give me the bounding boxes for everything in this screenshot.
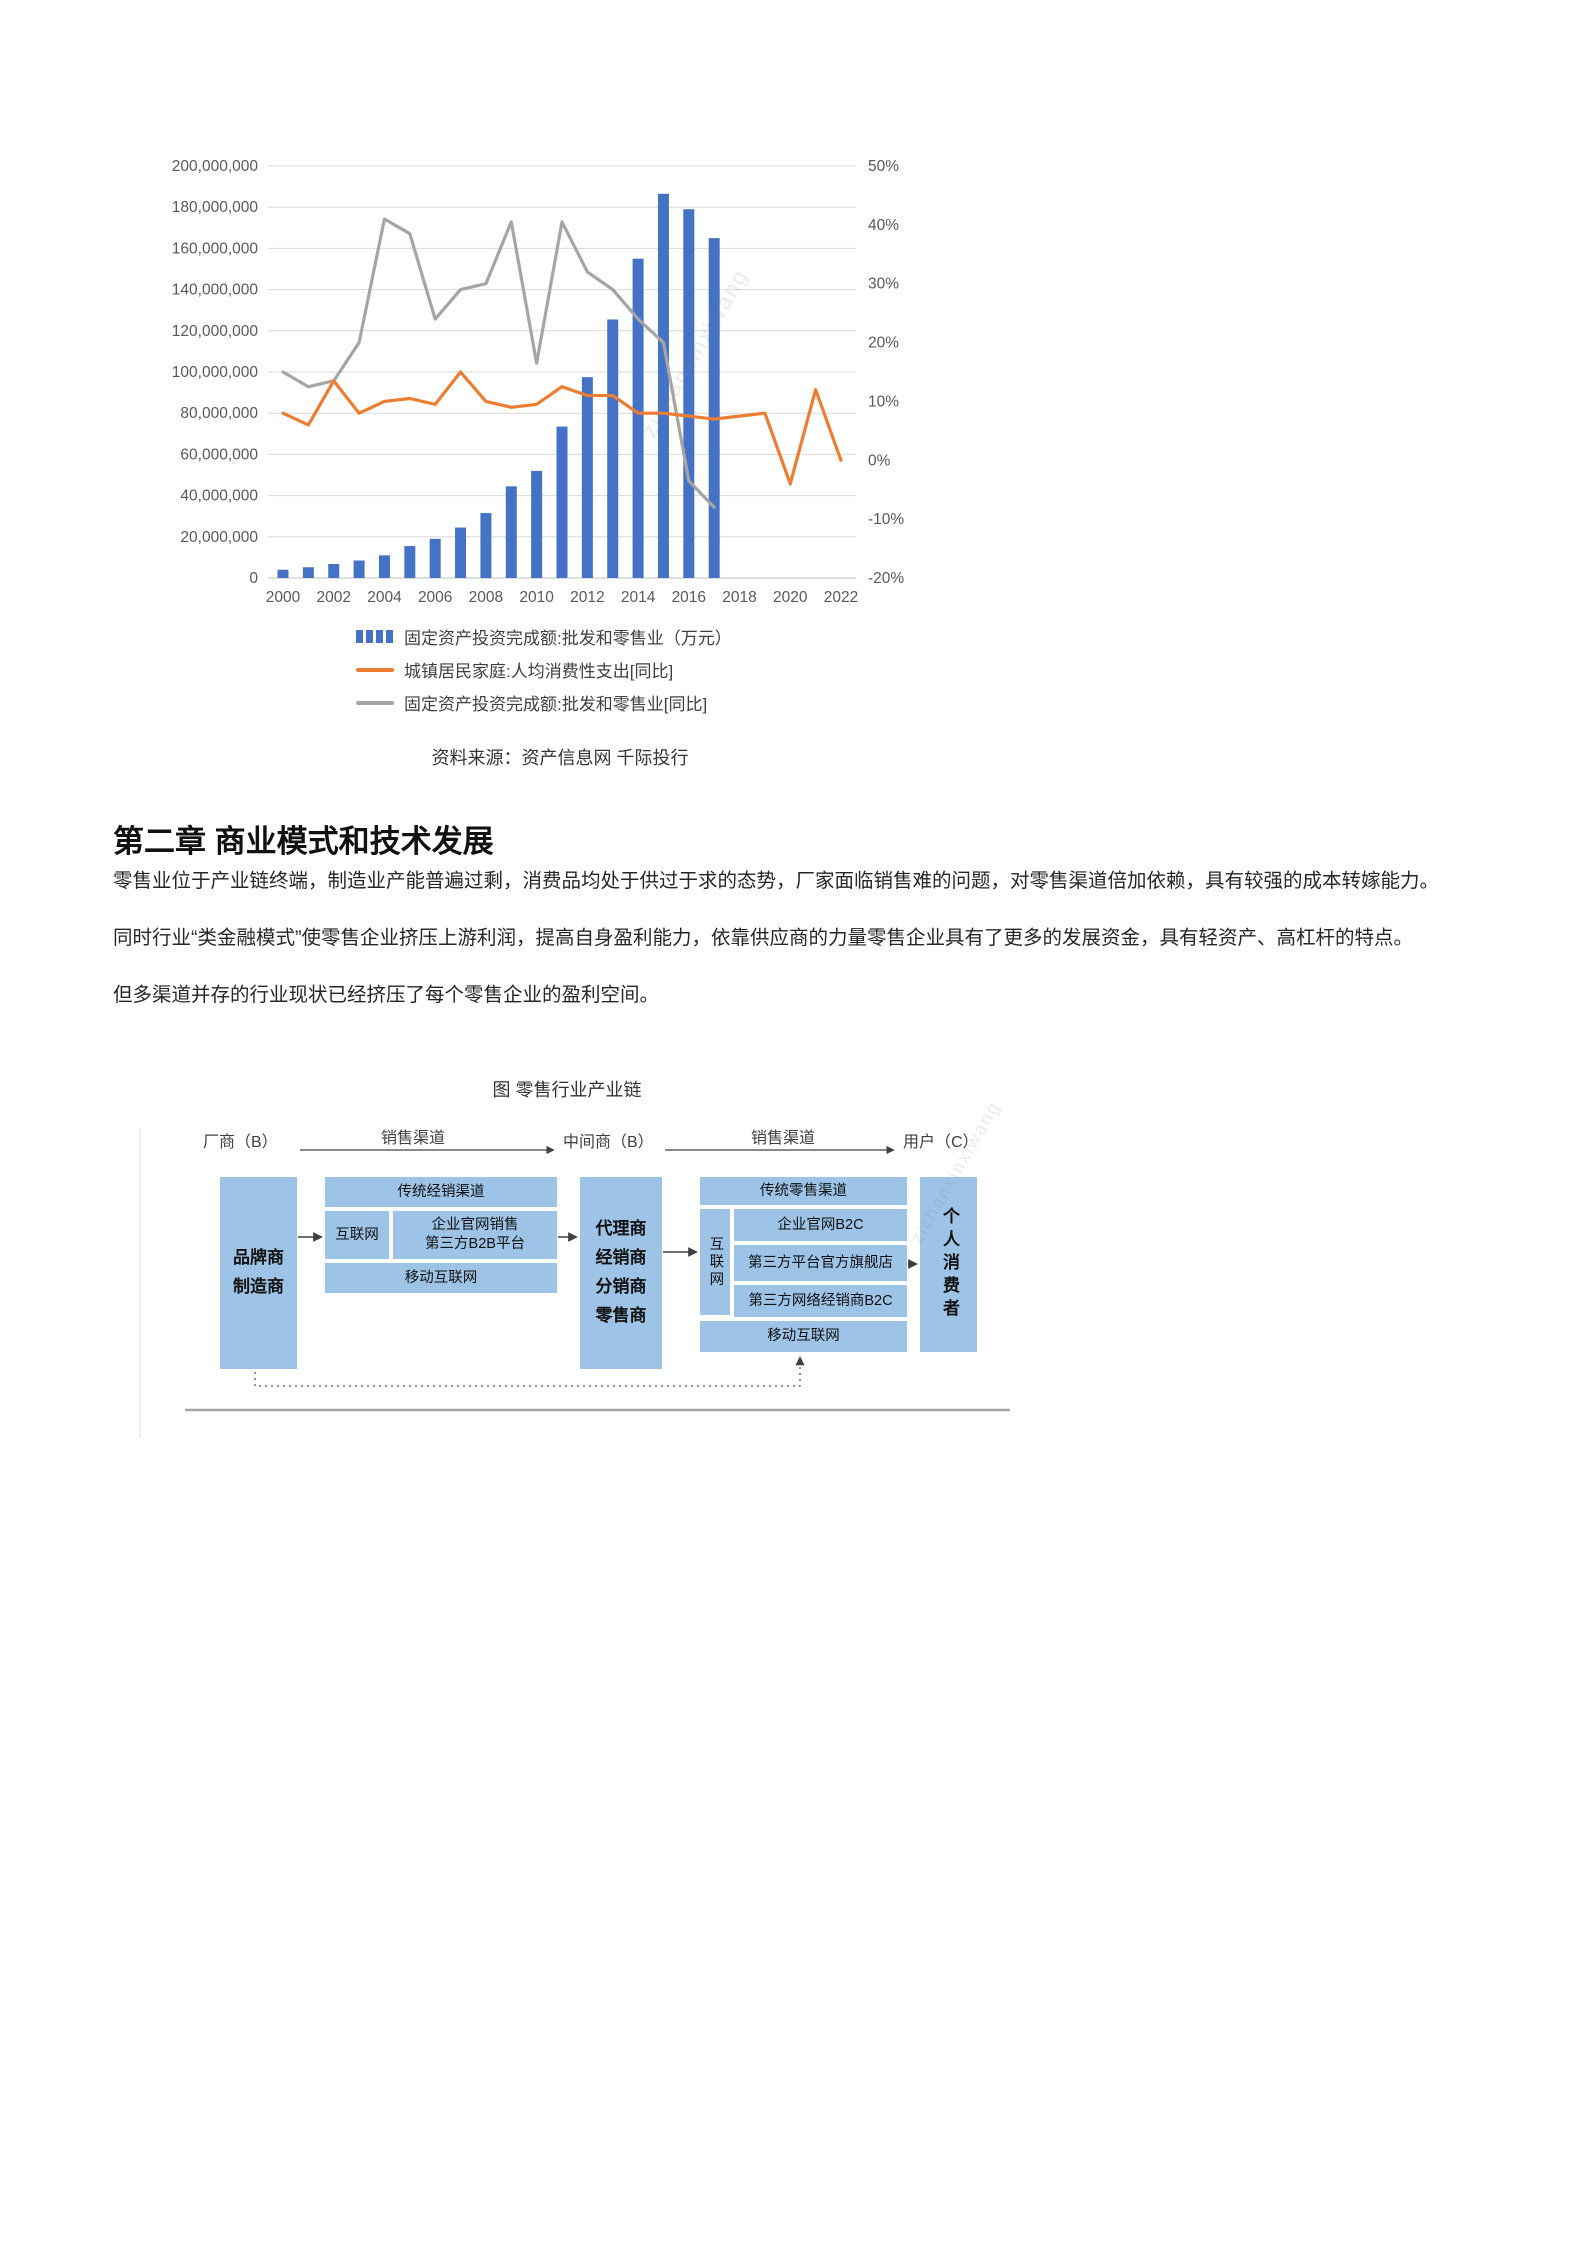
figure-caption: 图 零售行业产业链 (492, 1080, 642, 1100)
svg-text:160,000,000: 160,000,000 (172, 240, 259, 257)
legend-item-gray-line: 固定资产投资完成额:批发和零售业[同比] (356, 690, 732, 715)
chart-legend: 固定资产投资完成额:批发和零售业（万元） 城镇居民家庭:人均消费性支出[同比] … (356, 624, 732, 715)
third-party-flagship-box: 第三方平台官方旗舰店 (734, 1245, 907, 1281)
svg-text:-10%: -10% (868, 511, 904, 528)
svg-text:140,000,000: 140,000,000 (172, 282, 259, 299)
svg-text:2012: 2012 (570, 589, 604, 606)
internet-b2b-box: 互联网 (325, 1211, 389, 1259)
orange-line-marker-icon (356, 667, 394, 672)
svg-text:2004: 2004 (367, 589, 402, 606)
svg-text:40%: 40% (868, 217, 899, 234)
svg-text:2016: 2016 (672, 589, 706, 606)
mobile-internet-left-box: 移动互联网 (325, 1263, 557, 1293)
legend-item-bars: 固定资产投资完成额:批发和零售业（万元） (356, 624, 732, 649)
industry-chain-diagram: 厂商（B） 销售渠道 中间商（B） 销售渠道 用户（C） 品牌商 制造商 传统经… (135, 1098, 1025, 1442)
legend-label: 城镇居民家庭:人均消费性支出[同比] (404, 662, 674, 681)
internet-b2c-box: 互联网 (700, 1209, 730, 1315)
paragraph-3: 但多渠道并存的行业现状已经挤压了每个零售企业的盈利空间。 (113, 984, 660, 1007)
svg-text:0: 0 (249, 570, 258, 587)
svg-text:20,000,000: 20,000,000 (180, 529, 258, 546)
svg-text:40,000,000: 40,000,000 (180, 488, 258, 505)
paragraph-1: 零售业位于产业链终端，制造业产能普遍过剩，消费品均处于供过于求的态势，厂家面临销… (113, 870, 1440, 892)
svg-text:2020: 2020 (773, 589, 808, 606)
data-source-note: 资料来源：资产信息网 千际投行 (431, 748, 689, 768)
svg-text:2018: 2018 (722, 589, 756, 606)
paragraph-2: 同时行业“类金融模式”使零售企业挤压上游利润，提高自身盈利能力，依靠供应商的力量… (113, 927, 1413, 950)
traditional-distribution-box: 传统经销渠道 (325, 1177, 557, 1207)
svg-text:2014: 2014 (621, 589, 656, 606)
label-sales-channel-1: 销售渠道 (380, 1130, 446, 1147)
svg-text:2006: 2006 (418, 589, 452, 606)
svg-text:120,000,000: 120,000,000 (172, 323, 259, 340)
svg-text:2000: 2000 (266, 589, 301, 606)
svg-text:80,000,000: 80,000,000 (180, 405, 258, 422)
label-middleman: 中间商（B） (563, 1134, 654, 1151)
svg-text:60,000,000: 60,000,000 (180, 446, 258, 463)
label-producer: 厂商（B） (203, 1134, 278, 1151)
third-party-distributor-box: 第三方网络经销商B2C (734, 1285, 907, 1317)
consumer-box: 个人消费者 (920, 1177, 977, 1352)
agents-distributors-box: 代理商 经销商 分销商 零售商 (580, 1177, 662, 1369)
legend-label: 固定资产投资完成额:批发和零售业[同比] (404, 695, 708, 714)
svg-text:2022: 2022 (824, 589, 858, 606)
svg-text:-20%: -20% (868, 570, 904, 587)
direct-channel-dotted-arrow (254, 1356, 805, 1387)
svg-text:100,000,000: 100,000,000 (172, 364, 259, 381)
svg-text:200,000,000: 200,000,000 (172, 158, 259, 175)
gray-line-marker-icon (356, 700, 394, 705)
label-sales-channel-2: 销售渠道 (750, 1130, 816, 1147)
traditional-retail-box: 传统零售渠道 (700, 1177, 907, 1205)
label-user: 用户（C） (903, 1134, 979, 1151)
svg-text:2010: 2010 (519, 589, 554, 606)
svg-text:30%: 30% (868, 276, 899, 293)
svg-text:0%: 0% (868, 452, 891, 469)
combo-chart: 0 20,000,000 40,000,000 60,000,000 80,000,00… (150, 148, 920, 618)
bar-series-marker-icon (356, 630, 394, 643)
body-text: 零售业位于产业链终端，制造业产能普遍过剩，消费品均处于供过于求的态势，厂家面临销… (113, 866, 1481, 1038)
official-site-b2b-box: 企业官网销售 第三方B2B平台 (393, 1211, 557, 1259)
svg-text:10%: 10% (868, 393, 899, 410)
mobile-internet-right-box: 移动互联网 (700, 1321, 907, 1352)
svg-text:50%: 50% (868, 158, 899, 175)
svg-text:180,000,000: 180,000,000 (172, 199, 259, 216)
svg-text:2002: 2002 (316, 589, 350, 606)
legend-item-orange-line: 城镇居民家庭:人均消费性支出[同比] (356, 657, 732, 682)
chapter-heading: 第二章 商业模式和技术发展 (113, 823, 494, 859)
official-b2c-box: 企业官网B2C (734, 1209, 907, 1241)
svg-text:2008: 2008 (469, 589, 503, 606)
svg-text:20%: 20% (868, 335, 899, 352)
brand-manufacturer-box: 品牌商 制造商 (220, 1177, 297, 1369)
chart-canvas: 0 20,000,000 40,000,000 60,000,000 80,000,00… (172, 158, 905, 606)
legend-label: 固定资产投资完成额:批发和零售业（万元） (404, 629, 732, 648)
